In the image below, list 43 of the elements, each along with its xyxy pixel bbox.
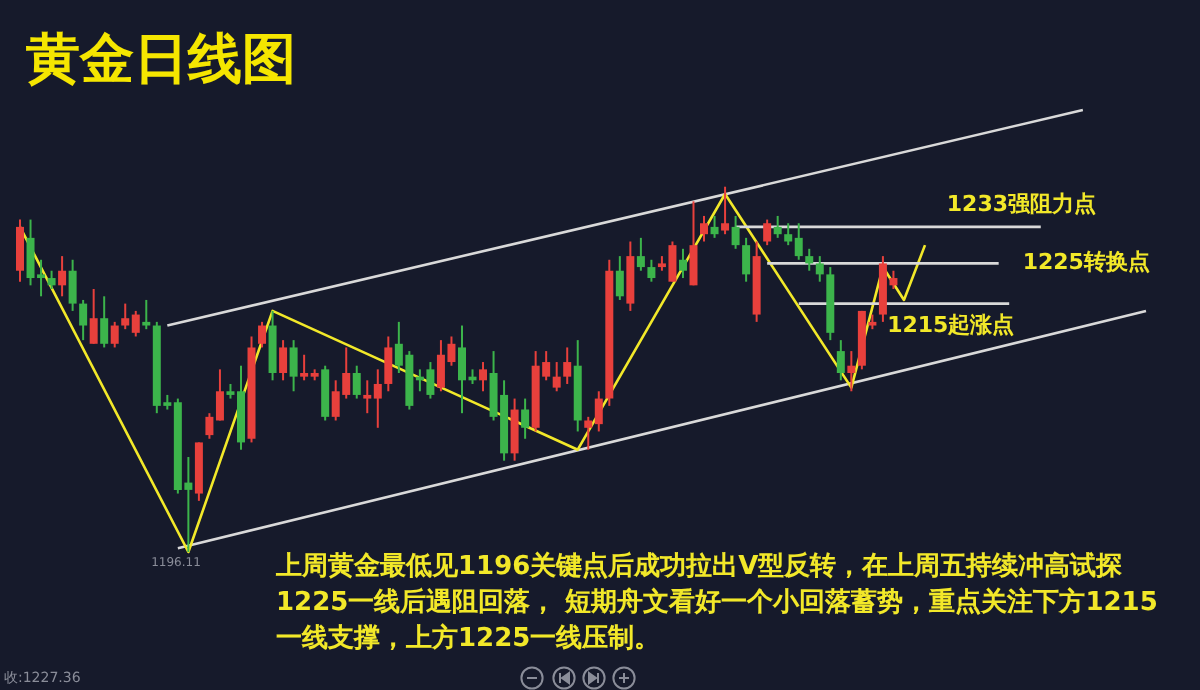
candlestick	[279, 339, 288, 382]
chart-title: 黄金日线图	[24, 28, 296, 91]
candlestick	[89, 287, 98, 345]
candlestick	[773, 214, 782, 239]
candlestick	[352, 364, 361, 400]
series-label: 1233强阻力点	[946, 190, 1097, 217]
candlestick	[626, 240, 635, 312]
candlestick	[700, 214, 709, 243]
candlestick	[847, 350, 856, 393]
candlestick	[289, 339, 298, 393]
candlestick	[805, 247, 814, 272]
candlestick	[836, 339, 845, 382]
candlestick	[142, 298, 151, 331]
candlestick	[79, 298, 88, 342]
candlestick	[552, 361, 561, 393]
candlestick	[678, 247, 687, 280]
candlestick	[68, 258, 77, 312]
candlestick	[384, 335, 393, 393]
candlestick	[563, 346, 572, 385]
annotation: 上周黄金最低见1196关键点后成功拉出V型反转，在上周五持续冲高试探 1225一线后遇阻回落， 短期舟文看好一个小回落蓄势，重点关注下方1215 一线支撑，上方1225一线压制。	[274, 550, 1158, 654]
candlestick	[815, 255, 824, 283]
candlestick	[521, 397, 530, 440]
candlestick	[636, 236, 645, 272]
series-label: 1225转换点	[1022, 249, 1150, 276]
candlestick	[58, 255, 67, 298]
candlestick	[258, 320, 267, 349]
candlestick	[510, 397, 519, 462]
candlestick	[731, 214, 740, 250]
candlestick	[479, 361, 488, 393]
candlestick	[710, 214, 719, 239]
candlestick	[647, 258, 656, 283]
candlestick	[615, 255, 624, 301]
candlestick	[689, 200, 698, 287]
candlestick	[110, 320, 119, 349]
candlestick	[47, 269, 56, 290]
candlestick	[16, 218, 24, 283]
candlestick	[100, 295, 109, 349]
candlestick	[321, 364, 330, 422]
candlestick	[742, 236, 751, 283]
candlestick	[268, 309, 277, 382]
candlestick	[763, 218, 772, 247]
candlestick	[721, 185, 730, 236]
series-label: 1215起涨点	[887, 311, 1015, 338]
